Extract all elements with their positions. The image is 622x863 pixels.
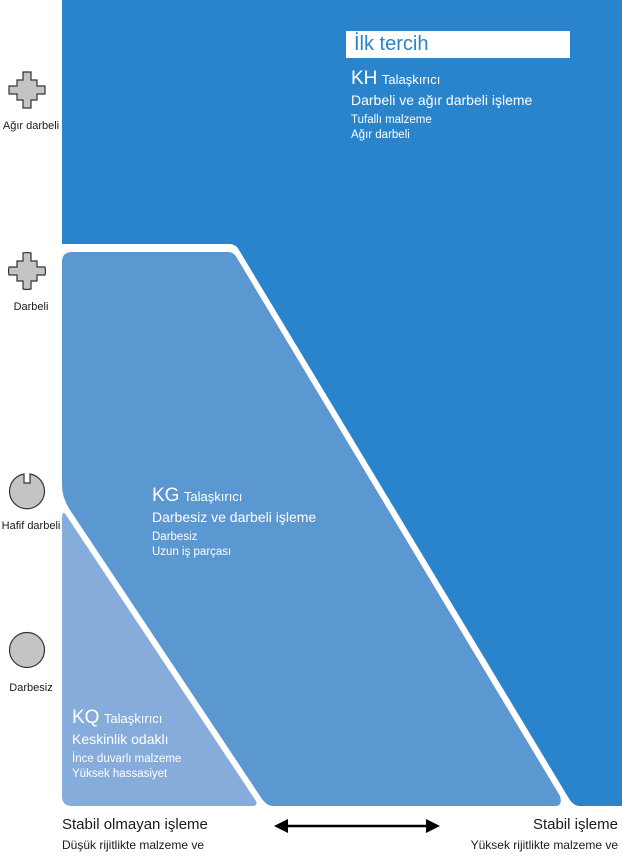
- kh-region: [62, 0, 622, 806]
- kg-text: KG Talaşkırıcı Darbesiz ve darbeli işlem…: [152, 485, 372, 558]
- kq-suffix: Talaşkırıcı: [103, 711, 163, 726]
- first-choice-badge: İlk tercih: [346, 31, 570, 58]
- kh-suffix: Talaşkırıcı: [381, 72, 441, 87]
- interrupted-icon: [7, 251, 47, 291]
- kh-title: Darbeli ve ağır darbeli işleme: [351, 92, 533, 108]
- kq-note-2: Yüksek hassasiyet: [72, 768, 168, 780]
- y-label-interrupted: Darbeli: [13, 301, 49, 313]
- kg-note-1: Darbesiz: [152, 531, 198, 543]
- x-axis-arrowhead-left: [274, 819, 288, 833]
- kg-region: [62, 252, 561, 806]
- light-interrupted-icon: [8, 473, 46, 510]
- kg-title: Darbesiz ve darbeli işleme: [152, 509, 317, 525]
- kq-note-1: İnce duvarlı malzeme: [72, 753, 182, 765]
- kq-region: [62, 512, 257, 806]
- kq-title: Keskinlik odaklı: [72, 731, 169, 747]
- kh-code: KH: [351, 68, 378, 89]
- x-label-stable: Stabil işleme: [532, 816, 618, 833]
- kh-text: KH Talaşkırıcı Darbeli ve ağır darbeli i…: [351, 68, 611, 141]
- kg-suffix: Talaşkırıcı: [183, 489, 243, 504]
- kg-note-2: Uzun iş parçası: [152, 546, 232, 558]
- x-sub-unstable: Düşük rijitlikte malzeme ve: [62, 838, 205, 852]
- kg-code: KG: [152, 485, 180, 506]
- kq-code: KQ: [72, 707, 100, 728]
- y-label-continuous: Darbesiz: [9, 682, 53, 694]
- heavy-interrupted-icon: [8, 71, 46, 109]
- x-axis-arrowhead-right: [426, 819, 440, 833]
- kq-text: KQ Talaşkırıcı Keskinlik odaklı İnce duv…: [72, 707, 252, 780]
- x-sub-stable: Yüksek rijitlikte malzeme ve: [470, 838, 618, 852]
- kh-note-2: Ağır darbeli: [351, 129, 410, 141]
- x-label-unstable: Stabil olmayan işleme: [62, 816, 208, 833]
- y-label-heavy-interrupted: Ağır darbeli: [2, 120, 60, 132]
- kh-note-1: Tufallı malzeme: [351, 114, 432, 126]
- y-label-light-interrupted: Hafif darbeli: [1, 520, 61, 532]
- continuous-icon: [8, 631, 46, 669]
